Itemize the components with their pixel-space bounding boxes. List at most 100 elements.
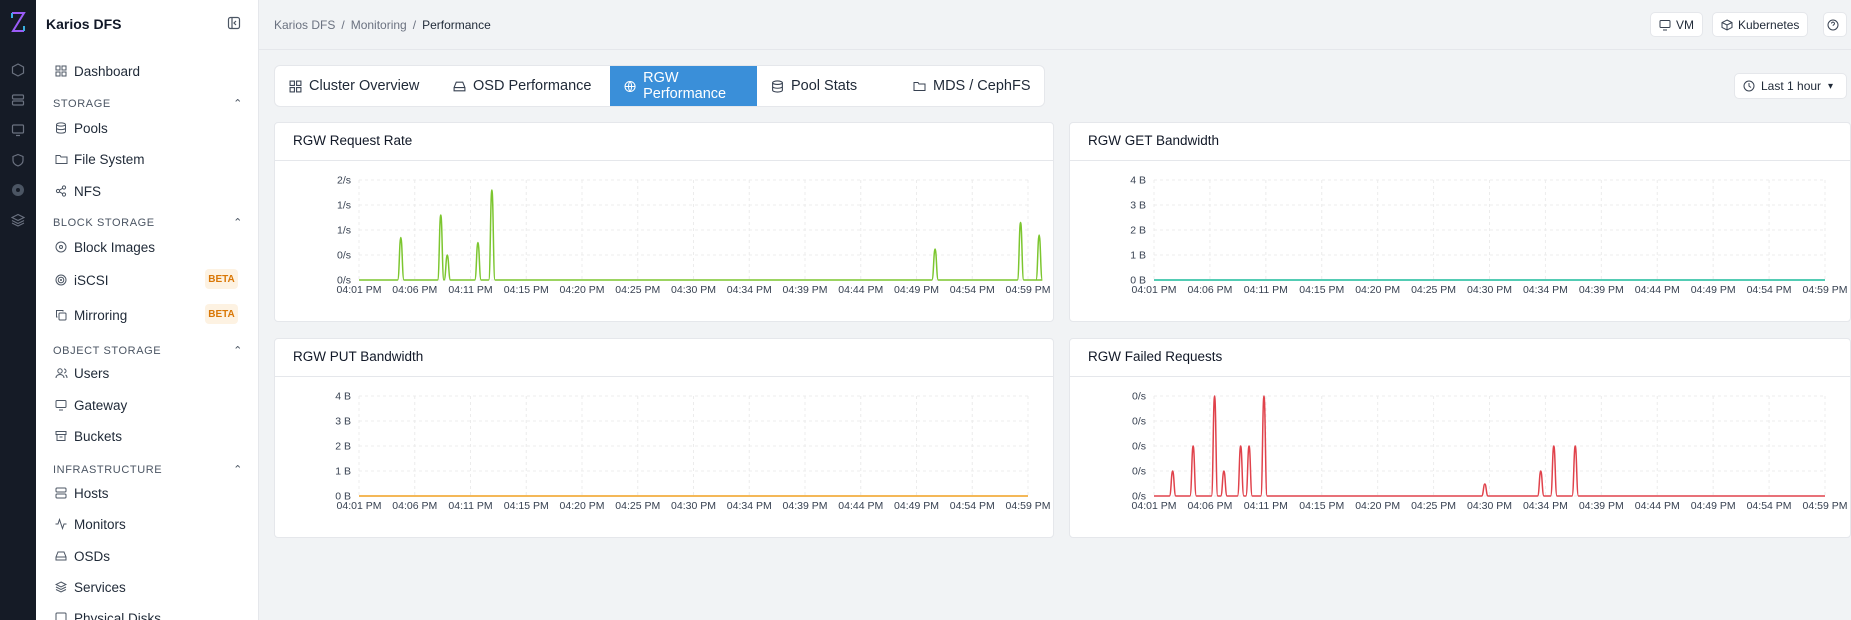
time-range-select[interactable]: Last 1 hour ▾ [1734,73,1847,99]
x-tick-label: 04:34 PM [1523,284,1568,296]
folder-icon [54,152,68,166]
tab-cluster-overview[interactable]: Cluster Overview [289,66,419,106]
tab-pool-stats[interactable]: Pool Stats [771,66,857,106]
y-tick-label: 4 B [335,391,351,403]
x-tick-label: 04:11 PM [448,284,492,296]
grid-icon [54,64,68,78]
sidebar: Karios DFS Dashboard STORAGE ⌃ Pools Fil… [36,0,259,620]
beta-badge: BETA [205,269,238,289]
x-tick-label: 04:25 PM [615,284,660,296]
x-tick-label: 04:54 PM [1747,500,1792,512]
x-tick-label: 04:01 PM [1132,284,1177,296]
kubernetes-button[interactable]: Kubernetes [1712,12,1809,37]
monitor-icon[interactable] [6,118,30,142]
sidebar-item-label: Gateway [74,397,128,413]
layers-icon[interactable] [6,208,30,232]
sidebar-item-file-system[interactable]: File System [54,148,254,170]
panel-rgw-put-bandwidth: RGW PUT Bandwidth 0 B 1 B 2 B 3 B 4 B 04:01 P… [274,338,1054,538]
y-tick-label: 2 B [1130,225,1146,237]
x-tick-label: 04:44 PM [1635,284,1680,296]
sidebar-item-iscsi[interactable]: iSCSI [54,269,254,291]
section-object-storage[interactable]: OBJECT STORAGE ⌃ [53,344,243,358]
panel-rgw-get-bandwidth: RGW GET Bandwidth 0 B 1 B 2 B 3 B 4 B 04:01 P… [1069,122,1851,322]
chart-rgw-put-bandwidth: 0 B 1 B 2 B 3 B 4 B 04:01 PM 04:06 PM 04:11 PM 0… [335,391,1050,513]
x-tick-label: 04:34 PM [727,500,772,512]
x-tick-label: 04:44 PM [838,500,883,512]
clock-icon [1743,80,1755,92]
monitor-icon [1659,19,1671,30]
monitor-icon [54,398,68,412]
x-tick-label: 04:54 PM [950,500,995,512]
x-tick-label: 04:06 PM [1187,500,1232,512]
chevron-down-icon: ▾ [1828,80,1834,92]
sidebar-item-dashboard[interactable]: Dashboard [54,60,254,82]
x-tick-label: 04:25 PM [1411,500,1456,512]
x-tick-label: 04:11 PM [1244,284,1288,296]
vm-button[interactable]: VM [1650,12,1703,37]
y-tick-label: 3 B [335,416,351,428]
karios-logo-icon[interactable] [6,10,30,34]
sidebar-item-label: Buckets [74,428,123,444]
sidebar-item-physical-disks[interactable]: Physical Disks [54,607,254,620]
x-tick-label: 04:20 PM [560,284,605,296]
sidebar-item-osds[interactable]: OSDs [54,545,254,567]
y-tick-label: 1 B [1130,250,1146,262]
tab-mds-cephfs[interactable]: MDS / CephFS [913,66,1031,106]
chevron-up-icon: ⌃ [233,98,243,110]
sidebar-item-block-images[interactable]: Block Images [54,236,254,258]
x-tick-label: 04:25 PM [615,500,660,512]
server-icon[interactable] [6,88,30,112]
performance-tabs: Cluster Overview OSD Performance RGW Per… [274,65,1045,107]
sidebar-item-services[interactable]: Services [54,576,254,598]
box-icon[interactable] [6,58,30,82]
helm-icon[interactable] [6,178,30,202]
x-tick-label: 04:39 PM [783,284,828,296]
shield-icon[interactable] [6,148,30,172]
share-icon [54,184,68,198]
breadcrumb-item-root[interactable]: Karios DFS [274,18,336,32]
y-tick-label: 1 B [335,466,351,478]
y-tick-label: 0/s [337,250,351,262]
layers-icon [54,580,68,594]
top-bar: Karios DFS / Monitoring / Performance VM… [259,0,1851,50]
sidebar-item-buckets[interactable]: Buckets [54,425,254,447]
app-rail [0,0,36,620]
series-line [359,189,1044,281]
x-tick-label: 04:30 PM [671,284,716,296]
y-tick-label: 4 B [1130,175,1146,187]
y-tick-label: 1/s [337,225,351,237]
x-tick-label: 04:20 PM [1355,284,1400,296]
x-tick-label: 04:11 PM [448,500,492,512]
section-block-storage[interactable]: BLOCK STORAGE ⌃ [53,216,243,230]
x-tick-label: 04:01 PM [337,500,382,512]
database-icon [54,121,68,135]
sidebar-item-pools[interactable]: Pools [54,117,254,139]
chart-rgw-failed-requests: 0/s0/s0/s0/s0/s04:01 PM 04:06 PM 04:11 PM 0… [1132,391,1848,513]
sidebar-item-hosts[interactable]: Hosts [54,482,254,504]
section-infrastructure[interactable]: INFRASTRUCTURE ⌃ [53,463,243,477]
tab-rgw-performance[interactable]: RGW Performance [610,66,757,106]
help-button[interactable] [1823,12,1847,37]
breadcrumb-item-monitoring[interactable]: Monitoring [350,18,407,32]
section-storage[interactable]: STORAGE ⌃ [53,97,243,111]
x-tick-label: 04:44 PM [1635,500,1680,512]
y-tick-label: 0/s [1132,441,1146,453]
database-icon [772,79,783,93]
sidebar-item-users[interactable]: Users [54,362,254,384]
sidebar-item-label: Block Images [74,239,156,255]
chart-rgw-request-rate: 0/s 0/s 1/s 1/s 2/s 04:01 PM 04:06 PM 04:11 PM 0… [337,175,1051,297]
sidebar-item-nfs[interactable]: NFS [54,180,254,202]
x-tick-label: 04:06 PM [1187,284,1232,296]
breadcrumb-item-current: Performance [422,18,491,32]
x-tick-label: 04:49 PM [894,284,939,296]
tab-osd-performance[interactable]: OSD Performance [453,66,591,106]
disc-icon [54,240,68,254]
sidebar-item-mirroring[interactable]: Mirroring [54,304,254,326]
chart-rgw-get-bandwidth: 0 B 1 B 2 B 3 B 4 B 04:01 PM 04:06 PM 04:11 PM 0… [1130,175,1847,297]
sidebar-item-gateway[interactable]: Gateway [54,394,254,416]
x-tick-label: 04:49 PM [1691,284,1736,296]
sidebar-item-monitors[interactable]: Monitors [54,513,254,535]
collapse-sidebar-icon[interactable] [227,16,243,32]
sidebar-item-label: Dashboard [74,63,141,79]
panel-rgw-request-rate: RGW Request Rate 0/s 0/s 1/s 1/s 2/s 04:01 PM… [274,122,1054,322]
